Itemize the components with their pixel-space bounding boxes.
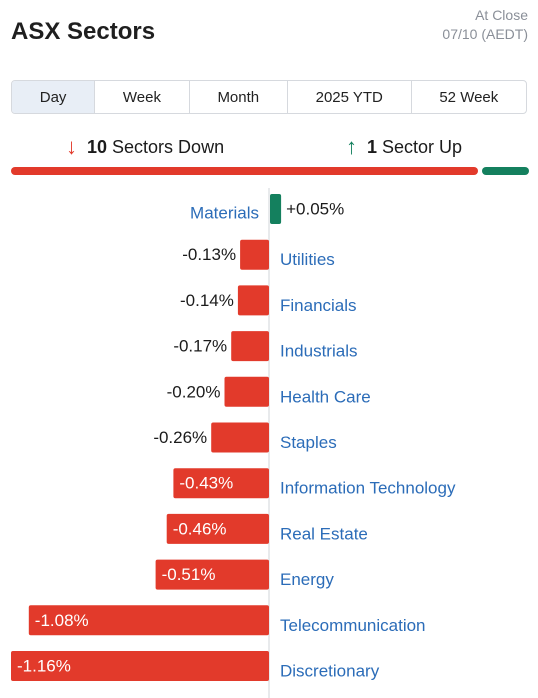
bar-telecommunication[interactable] (28, 605, 269, 636)
bar-industrials[interactable] (231, 331, 269, 362)
tab-week[interactable]: Week (95, 81, 190, 113)
value-label: +0.05% (286, 200, 344, 219)
category-label[interactable]: Financials (280, 296, 357, 315)
category-label[interactable]: Health Care (280, 387, 371, 406)
category-label[interactable]: Telecommunication (280, 616, 426, 635)
as-of-date: 07/10 (AEDT) (442, 26, 528, 42)
breadth-ratio-bar (11, 167, 529, 175)
bar-materials[interactable] (270, 194, 282, 224)
value-label: -0.17% (173, 337, 227, 356)
bar-staples[interactable] (211, 422, 269, 453)
bar-information-technology[interactable] (173, 468, 269, 499)
sectors-down-label: Sectors Down (112, 136, 225, 157)
as-of-info: At Close 07/10 (AEDT) (442, 6, 528, 44)
bar-real-estate[interactable] (166, 513, 269, 544)
value-label: -0.43% (179, 474, 233, 493)
tab-month[interactable]: Month (190, 81, 288, 113)
bar-energy[interactable] (155, 559, 269, 590)
value-label: -0.26% (153, 428, 207, 447)
category-label[interactable]: Real Estate (280, 524, 368, 543)
sectors-up-summary: ↑ 1 Sector Up (346, 134, 462, 160)
value-label: -1.08% (35, 611, 89, 630)
page-title: ASX Sectors (11, 18, 156, 45)
tab-day[interactable]: Day (12, 81, 96, 113)
sectors-up-label: Sector Up (382, 136, 463, 157)
category-label[interactable]: Staples (280, 433, 337, 452)
bar-discretionary[interactable] (11, 651, 269, 681)
period-tabs: Day Week Month 2025 YTD 52 Week (11, 80, 527, 114)
sectors-down-summary: ↓ 10 Sectors Down (66, 134, 224, 160)
category-label[interactable]: Discretionary (280, 662, 380, 681)
sector-bar-chart: +0.05% Materials -0.13% Utilities -0.14% Fina… (11, 188, 456, 698)
value-label: -1.16% (17, 657, 71, 676)
value-label: -0.20% (167, 382, 221, 401)
category-label[interactable]: Industrials (280, 342, 357, 361)
category-label[interactable]: Energy (280, 570, 334, 589)
bar-health-care[interactable] (224, 376, 270, 407)
tab-ytd[interactable]: 2025 YTD (288, 81, 412, 113)
value-label: -0.51% (162, 565, 216, 584)
sectors-down-count: 10 (87, 136, 108, 157)
tab-52-week[interactable]: 52 Week (439, 88, 499, 106)
arrow-down-icon: ↓ (66, 134, 77, 159)
bar-financials[interactable] (237, 285, 269, 316)
value-label: -0.13% (182, 245, 236, 264)
sectors-up-count: 1 (367, 136, 378, 157)
ratio-down-segment (11, 167, 478, 175)
category-label[interactable]: Materials (190, 204, 259, 223)
category-label[interactable]: Information Technology (280, 479, 456, 498)
value-label: -0.14% (180, 291, 234, 310)
ratio-up-segment (482, 167, 529, 175)
category-label[interactable]: Utilities (280, 250, 335, 269)
arrow-up-icon: ↑ (346, 134, 357, 159)
bar-utilities[interactable] (240, 239, 269, 270)
market-status: At Close (475, 7, 528, 23)
value-label: -0.46% (173, 519, 227, 538)
